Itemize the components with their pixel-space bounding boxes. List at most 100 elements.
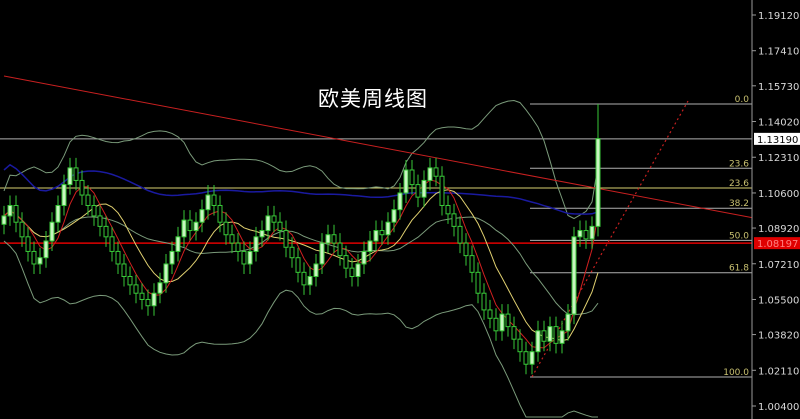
candle-down (505, 313, 511, 328)
y-tick-label: 1.15730 (758, 82, 799, 93)
candle-down (541, 330, 547, 342)
y-tick-label: 1.03820 (758, 331, 799, 342)
candle-down (451, 213, 457, 227)
candle-down (145, 298, 151, 307)
candle-down (223, 221, 229, 236)
candle-down (343, 255, 349, 269)
candle-down (25, 236, 31, 252)
candle-up (391, 209, 397, 223)
candle-down (121, 263, 127, 278)
y-tick-label: 1.02110 (758, 366, 799, 377)
candle-down (295, 257, 301, 273)
price-axis-background (752, 0, 800, 419)
fib-level-label: 50.0 (729, 231, 749, 241)
candle-down (475, 271, 481, 294)
candle-down (91, 204, 97, 217)
candle-up (307, 276, 313, 286)
candle-down (115, 250, 121, 265)
candle-up (535, 330, 541, 353)
candle-up (169, 250, 175, 265)
candle-up (427, 167, 433, 181)
candle-up (571, 236, 577, 315)
y-tick-label: 1.14020 (758, 118, 799, 129)
long-moving-average (3, 163, 599, 215)
candle-down (523, 351, 529, 365)
candle-down (127, 276, 133, 286)
candle-down (457, 225, 463, 244)
candle-down (517, 338, 523, 353)
candle-down (229, 234, 235, 244)
candle-up (181, 219, 187, 238)
candle-up (157, 282, 163, 294)
bollinger-upper-band (3, 99, 599, 220)
candle-down (283, 230, 289, 248)
candle-down (271, 215, 277, 223)
candle-up (403, 169, 409, 194)
y-tick-label: 1.08920 (758, 224, 799, 235)
candle-down (211, 194, 217, 206)
candle-up (421, 179, 427, 198)
candle-down (73, 167, 79, 181)
candle-down (235, 242, 241, 252)
candle-down (139, 292, 145, 300)
candle-down (241, 250, 247, 265)
candle-down (187, 219, 193, 232)
candle-up (43, 240, 49, 259)
candle-up (175, 236, 181, 252)
candle-up (385, 221, 391, 236)
candle-down (379, 230, 385, 236)
chart-title: 欧美周线图 (318, 87, 428, 111)
candle-down (493, 317, 499, 332)
candle-down (331, 234, 337, 244)
candle-down (19, 221, 25, 238)
candle-up (361, 250, 367, 265)
candle-down (553, 326, 559, 344)
candle-down (289, 246, 295, 259)
candle-down (445, 204, 451, 215)
y-tick-label: 1.05500 (758, 295, 799, 306)
candle-up (547, 326, 553, 342)
y-tick-label: 1.19120 (758, 11, 799, 22)
fib-level-label: 100.0 (723, 368, 749, 378)
candle-down (31, 250, 37, 265)
candle-down (433, 167, 439, 177)
bollinger-middle-band (3, 210, 599, 316)
current-price-label-box (754, 132, 800, 145)
fib-level-label: 23.6 (729, 159, 749, 169)
y-tick-label: 1.12310 (758, 153, 799, 164)
candle-down (337, 242, 343, 257)
candle-up (247, 250, 253, 265)
candle-up (7, 204, 13, 217)
marked-price-label: 1.08197 (757, 239, 798, 250)
candle-up (55, 204, 61, 223)
fib-level-label: 23.6 (729, 179, 749, 189)
fast-moving-average (3, 179, 599, 349)
candle-down (481, 292, 487, 311)
candle-up (259, 230, 265, 238)
fib-level-label: 61.8 (729, 264, 749, 274)
candle-up (565, 313, 571, 332)
slow-moving-average (3, 189, 599, 342)
candle-down (277, 221, 283, 232)
candle-up (1, 215, 7, 225)
candle-up (595, 138, 601, 227)
candle-up (151, 292, 157, 307)
candle-down (133, 284, 139, 294)
y-tick-label: 1.17410 (758, 47, 799, 58)
candle-up (589, 225, 595, 240)
candle-up (193, 221, 199, 232)
candle-up (559, 330, 565, 344)
candle-down (97, 215, 103, 227)
candle-up (205, 194, 211, 211)
y-tick-label: 1.00400 (758, 402, 799, 413)
candle-up (319, 242, 325, 265)
candle-down (583, 230, 589, 240)
candle-up (313, 263, 319, 278)
candle-down (217, 204, 223, 223)
candle-down (109, 236, 115, 252)
candle-up (577, 230, 583, 238)
candle-down (511, 326, 517, 340)
candle-down (469, 255, 475, 273)
resistance-trendline (3, 75, 755, 219)
